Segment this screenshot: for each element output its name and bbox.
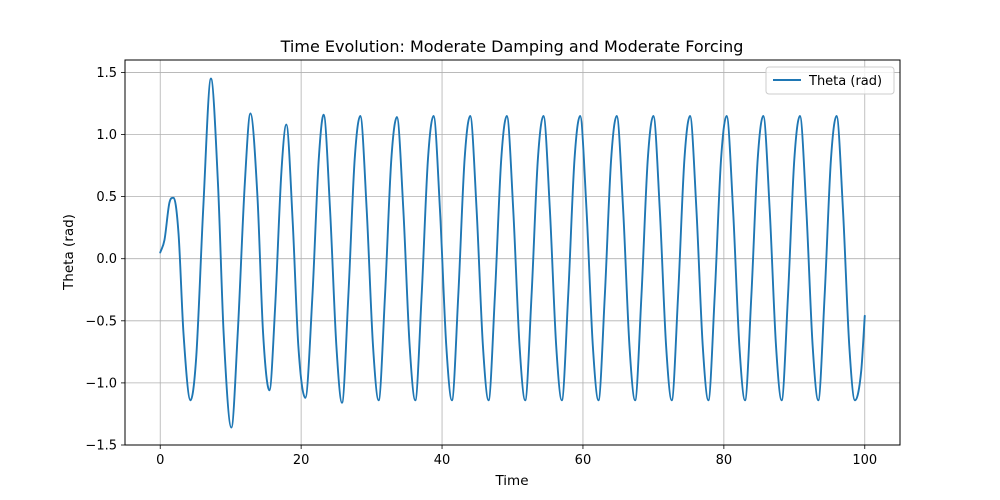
y-tick-label: 0.5 [96,190,117,205]
series-layer [159,77,866,429]
x-tick-label: 0 [156,453,164,468]
y-tick-label: −1.5 [85,439,117,454]
theta-series-line [159,77,866,429]
y-tick-label: −1.0 [85,376,117,391]
x-tick-label: 20 [293,453,310,468]
x-axis-ticks: 0 20 40 60 80 100 [156,445,877,468]
y-tick-label: 1.0 [96,128,117,143]
y-axis-label: Theta (rad) [61,214,77,291]
chart-title: Time Evolution: Moderate Damping and Mod… [280,37,744,56]
plot-frame [124,59,901,446]
legend-box [765,66,895,95]
legend-label: Theta (rad) [808,74,882,89]
x-tick-label: 80 [716,453,733,468]
legend: Theta (rad) [765,66,895,95]
x-tick-label: 40 [434,453,451,468]
x-tick-label: 100 [852,453,877,468]
y-tick-label: 0.0 [96,252,117,267]
y-tick-label: 1.5 [96,66,117,81]
y-tick-label: −0.5 [85,314,117,329]
y-axis-ticks: −1.5 −1.0 −0.5 0.0 0.5 1.0 1.5 [85,66,125,454]
x-axis-label: Time [494,473,528,489]
x-tick-label: 60 [575,453,592,468]
